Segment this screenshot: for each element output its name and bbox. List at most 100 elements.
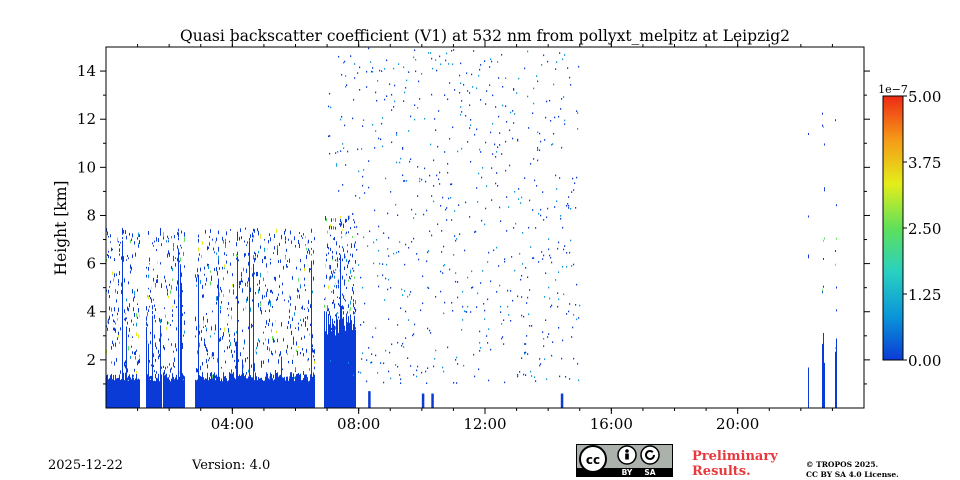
aerosol-speck xyxy=(327,243,328,249)
aerosol-speck xyxy=(258,302,259,308)
bl-column xyxy=(205,378,206,408)
aerosol-speck xyxy=(245,227,246,230)
aerosol-speck xyxy=(151,298,152,303)
aerosol-speck xyxy=(233,289,234,292)
noise-speck xyxy=(481,176,483,179)
noise-speck xyxy=(545,319,547,322)
noise-speck xyxy=(444,94,446,96)
aerosol-speck xyxy=(213,352,214,357)
aerosol-speck xyxy=(154,304,155,307)
aerosol-speck xyxy=(118,333,119,338)
noise-speck xyxy=(335,259,337,262)
heatmap-layer xyxy=(106,47,837,408)
noise-speck xyxy=(426,260,428,263)
noise-speck xyxy=(399,241,401,243)
aerosol-speck xyxy=(259,340,260,343)
noise-speck xyxy=(471,270,473,273)
bl-column xyxy=(327,334,328,408)
noise-speck xyxy=(360,371,362,374)
aerosol-speck xyxy=(287,353,288,356)
aerosol-speck xyxy=(273,338,274,343)
bl-column xyxy=(107,374,108,408)
noise-speck xyxy=(560,217,562,220)
noise-speck xyxy=(497,61,499,63)
bl-column xyxy=(250,375,251,408)
bl-column xyxy=(337,319,338,408)
noise-speck xyxy=(405,310,407,313)
noise-speck xyxy=(567,203,569,205)
noise-speck xyxy=(440,63,442,66)
aerosol-speck xyxy=(212,374,213,379)
noise-speck xyxy=(358,170,360,173)
bl-column xyxy=(165,374,166,408)
bl-column xyxy=(164,375,165,408)
noise-speck xyxy=(329,92,331,95)
bl-column xyxy=(130,377,131,408)
noise-speck xyxy=(453,49,455,51)
aerosol-speck xyxy=(328,285,329,290)
noise-speck xyxy=(343,61,345,64)
aerosol-speck xyxy=(128,281,129,285)
aerosol-speck xyxy=(257,283,258,286)
aerosol-speck xyxy=(352,287,353,292)
bl-column xyxy=(115,374,116,408)
cc-icon xyxy=(579,445,607,473)
aerosol-speck xyxy=(232,283,233,287)
noise-speck xyxy=(513,88,515,90)
noise-speck xyxy=(341,236,343,239)
aerosol-speck xyxy=(342,275,343,280)
noise-speck xyxy=(554,116,556,119)
aerosol-speck xyxy=(138,243,139,247)
aerosol-speck xyxy=(257,254,258,258)
aerosol-speck xyxy=(157,274,158,279)
aerosol-speck xyxy=(314,366,315,370)
aerosol-speck xyxy=(208,359,209,362)
aerosol-speck xyxy=(337,264,338,268)
bl-column xyxy=(349,322,350,408)
aerosol-speck xyxy=(306,348,307,353)
noise-speck xyxy=(499,284,501,287)
aerosol-speck xyxy=(175,263,176,267)
noise-speck xyxy=(558,327,560,329)
aerosol-speck xyxy=(117,317,118,321)
aerosol-speck xyxy=(304,308,305,310)
bl-column xyxy=(196,380,197,408)
noise-speck xyxy=(370,361,372,364)
noise-speck xyxy=(471,73,473,76)
aerosol-speck xyxy=(304,264,305,269)
aerosol-speck xyxy=(269,299,270,304)
noise-speck xyxy=(564,245,566,247)
noise-speck xyxy=(391,343,393,346)
aerosol-speck xyxy=(174,299,175,305)
aerosol-speck xyxy=(238,359,239,362)
aerosol-speck xyxy=(291,346,292,350)
noise-speck xyxy=(350,55,352,57)
noise-speck xyxy=(417,107,419,109)
bl-column xyxy=(309,380,310,408)
bl-column xyxy=(215,380,216,408)
aerosol-speck xyxy=(150,375,151,379)
noise-speck xyxy=(400,378,402,381)
aerosol-speck xyxy=(237,237,238,241)
aerosol-speck xyxy=(201,254,202,258)
aerosol-speck xyxy=(277,252,278,256)
aerosol-speck xyxy=(255,252,256,257)
aerosol-speck xyxy=(216,267,217,272)
aerosol-speck xyxy=(130,270,131,274)
aerosol-speck xyxy=(337,280,338,283)
noise-speck xyxy=(498,265,500,267)
bl-column xyxy=(223,372,224,408)
aerosol-speck xyxy=(118,283,119,286)
aerosol-speck xyxy=(335,282,336,285)
aerosol-speck xyxy=(257,271,258,277)
noise-speck xyxy=(394,84,396,87)
aerosol-speck xyxy=(309,368,310,371)
aerosol-speck xyxy=(172,278,173,281)
aerosol-speck xyxy=(175,377,176,382)
noise-speck xyxy=(432,67,434,70)
aerosol-speck xyxy=(114,307,115,312)
noise-speck xyxy=(405,337,407,339)
aerosol-speck xyxy=(221,301,222,304)
aerosol-speck xyxy=(152,318,153,322)
aerosol-speck xyxy=(325,215,326,221)
